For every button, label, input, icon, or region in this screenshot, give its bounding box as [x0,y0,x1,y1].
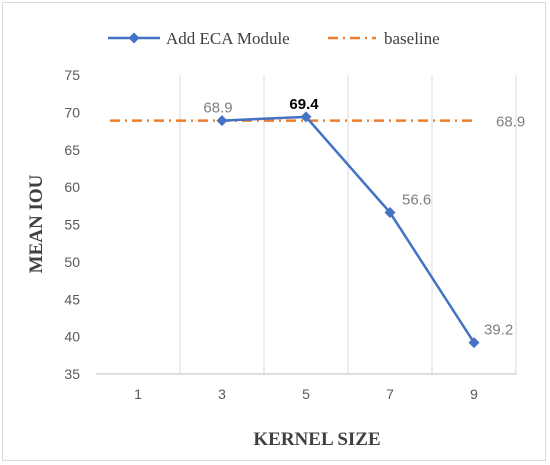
eca-data-label: 68.9 [203,100,232,117]
y-axis-ticks: 35 40 45 50 55 60 65 70 75 [64,67,80,382]
legend-eca-label: Add ECA Module [166,29,290,48]
y-tick-label: 50 [64,254,80,270]
y-tick-label: 75 [64,67,80,83]
baseline-data-label: 68.9 [496,114,525,131]
eca-series-line [221,115,476,344]
grid-lines [179,75,517,374]
eca-data-label: 69.4 [289,96,319,113]
legend-baseline-label: baseline [384,29,440,48]
eca-point-marker [384,207,396,219]
x-tick-label: 1 [134,386,142,402]
eca-data-label: 39.2 [484,322,513,339]
data-labels: 68.9 68.9 69.4 56.6 39.2 [203,96,525,339]
x-axis-ticks: 1 3 5 7 9 [134,386,478,402]
x-axis-title: KERNEL SIZE [253,429,380,450]
y-axis-title: MEAN IOU [26,174,47,273]
legend-eca-marker [128,32,140,44]
eca-point-marker [216,115,228,127]
series-group [110,111,480,349]
y-tick-label: 35 [64,366,80,382]
y-tick-label: 70 [64,104,80,120]
eca-point-marker [468,337,480,349]
eca-point-marker [300,111,312,123]
chart-frame [2,2,546,461]
x-tick-label: 7 [386,386,394,402]
y-tick-label: 40 [64,329,80,345]
x-tick-label: 3 [218,386,226,402]
legend: Add ECA Module baseline [108,29,440,48]
y-tick-label: 60 [64,179,80,195]
y-tick-label: 55 [64,217,80,233]
eca-data-label: 56.6 [402,192,431,209]
y-tick-label: 45 [64,291,80,307]
x-tick-label: 5 [302,386,310,402]
y-tick-label: 65 [64,142,80,158]
x-tick-label: 9 [470,386,478,402]
